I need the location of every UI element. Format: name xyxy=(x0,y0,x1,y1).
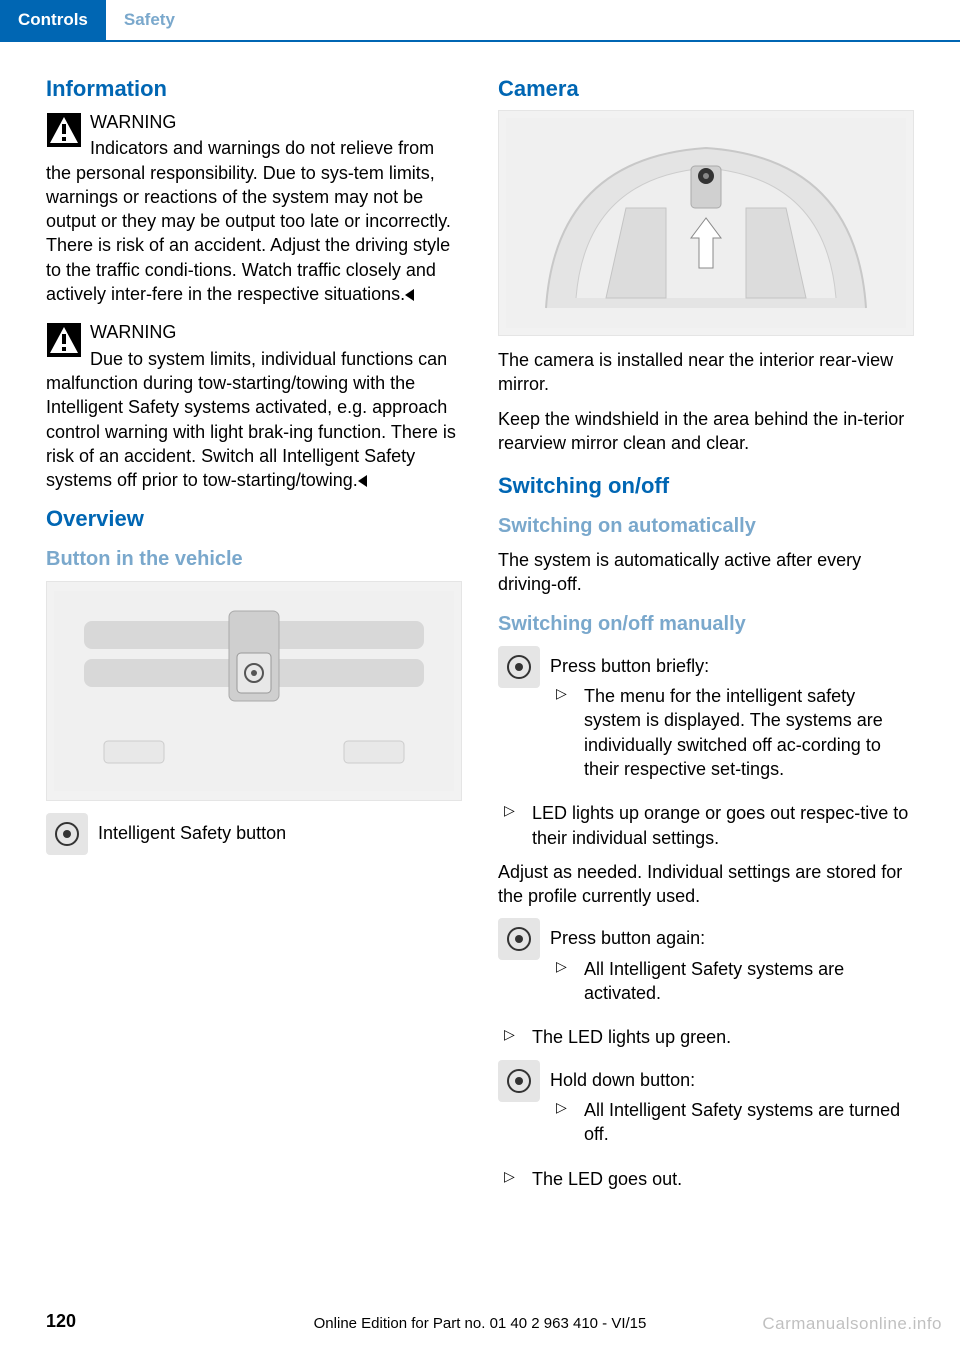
again-bullet-1: All Intelligent Safety systems are activ… xyxy=(550,957,914,1006)
hold-bullet-1: All Intelligent Safety systems are turne… xyxy=(550,1098,914,1147)
hold-text: Hold down button: All Intelligent Safety… xyxy=(550,1060,914,1157)
overview-heading: Overview xyxy=(46,506,462,532)
intelligent-safety-button-icon xyxy=(498,918,540,960)
brief-bullet-2: LED lights up orange or goes out respec‐… xyxy=(498,801,914,850)
press-brief-text: Press button briefly: The menu for the i… xyxy=(550,646,914,791)
switching-manual-heading: Switching on/off manually xyxy=(498,613,914,636)
camera-p2: Keep the windshield in the area behind t… xyxy=(498,407,914,456)
brief-bullet-1: The menu for the intelligent safety syst… xyxy=(550,684,914,781)
warning-1: WARNING Indicators and warnings do not r… xyxy=(46,110,462,306)
tab-safety[interactable]: Safety xyxy=(106,0,193,40)
hold-row: Hold down button: All Intelligent Safety… xyxy=(498,1060,914,1157)
intelligent-safety-button-icon xyxy=(498,1060,540,1102)
press-brief-row: Press button briefly: The menu for the i… xyxy=(498,646,914,791)
press-again-label: Press button again: xyxy=(550,928,705,948)
tab-controls[interactable]: Controls xyxy=(0,0,106,40)
tab-bar: Controls Safety xyxy=(0,0,960,42)
warning-2-body: Due to system limits, individual functio… xyxy=(46,349,456,490)
switching-auto-heading: Switching on automatically xyxy=(498,515,914,538)
warning-1-title: WARNING xyxy=(46,110,462,134)
button-in-vehicle-heading: Button in the vehicle xyxy=(46,548,462,571)
intelligent-safety-button-icon xyxy=(498,646,540,688)
again-bullet-2: The LED lights up green. xyxy=(498,1025,914,1049)
press-again-row: Press button again: All Intelligent Safe… xyxy=(498,918,914,1015)
switching-auto-body: The system is automatically active after… xyxy=(498,548,914,597)
end-marker-icon xyxy=(358,475,367,487)
warning-icon xyxy=(46,112,82,148)
press-brief-label: Press button briefly: xyxy=(550,656,709,676)
watermark: Carmanualsonline.info xyxy=(762,1314,942,1334)
warning-2: WARNING Due to system limits, individual… xyxy=(46,320,462,492)
button-figure xyxy=(46,581,462,801)
page-body: Information WARNING Indicators and warni… xyxy=(0,42,960,1201)
press-again-text: Press button again: All Intelligent Safe… xyxy=(550,918,914,1015)
camera-heading: Camera xyxy=(498,76,914,102)
end-marker-icon xyxy=(405,289,414,301)
switching-heading: Switching on/off xyxy=(498,473,914,499)
warning-1-body: Indicators and warnings do not relieve f… xyxy=(46,138,451,304)
button-caption: Intelligent Safety button xyxy=(98,813,462,845)
warning-2-title: WARNING xyxy=(46,320,462,344)
hold-bullet-2: The LED goes out. xyxy=(498,1167,914,1191)
right-column: Camera The camera is installed near the … xyxy=(498,76,914,1201)
camera-p1: The camera is installed near the interio… xyxy=(498,348,914,397)
button-caption-row: Intelligent Safety button xyxy=(46,813,462,855)
warning-icon xyxy=(46,322,82,358)
left-column: Information WARNING Indicators and warni… xyxy=(46,76,462,1201)
camera-figure xyxy=(498,110,914,336)
adjust-text: Adjust as needed. Individual settings ar… xyxy=(498,860,914,909)
hold-label: Hold down button: xyxy=(550,1070,695,1090)
intelligent-safety-button-icon xyxy=(46,813,88,855)
information-heading: Information xyxy=(46,76,462,102)
